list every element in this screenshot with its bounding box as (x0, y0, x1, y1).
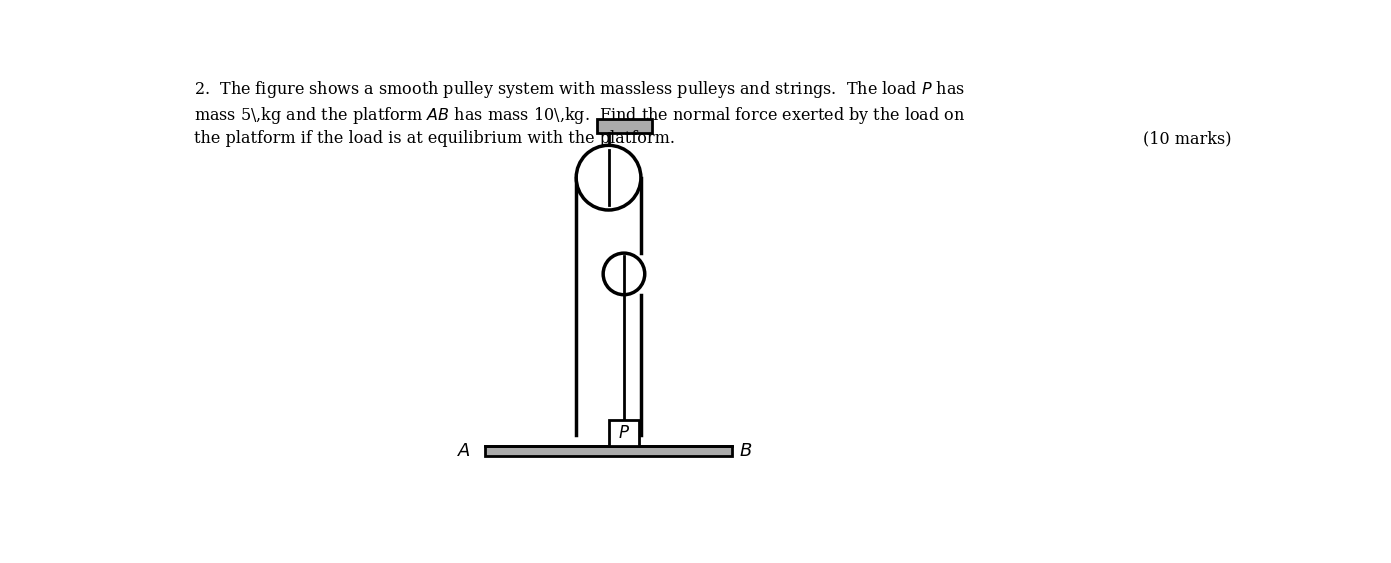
Bar (609, 420, 638, 446)
Text: $A$: $A$ (458, 442, 472, 460)
Bar (597, 119, 652, 133)
Text: 2.  The figure shows a smooth pulley system with massless pulleys and strings.  : 2. The figure shows a smooth pulley syst… (195, 79, 965, 100)
Text: $B$: $B$ (740, 442, 753, 460)
Text: the platform if the load is at equilibrium with the platform.: the platform if the load is at equilibri… (195, 130, 675, 147)
Text: mass 5\,kg and the platform $AB$ has mass 10\,kg.  Find the normal force exerted: mass 5\,kg and the platform $AB$ has mas… (195, 105, 965, 126)
Circle shape (604, 253, 645, 294)
Text: $P$: $P$ (618, 424, 630, 442)
Circle shape (576, 145, 641, 210)
Text: (10 marks): (10 marks) (1143, 130, 1231, 147)
Bar (485, 446, 732, 457)
